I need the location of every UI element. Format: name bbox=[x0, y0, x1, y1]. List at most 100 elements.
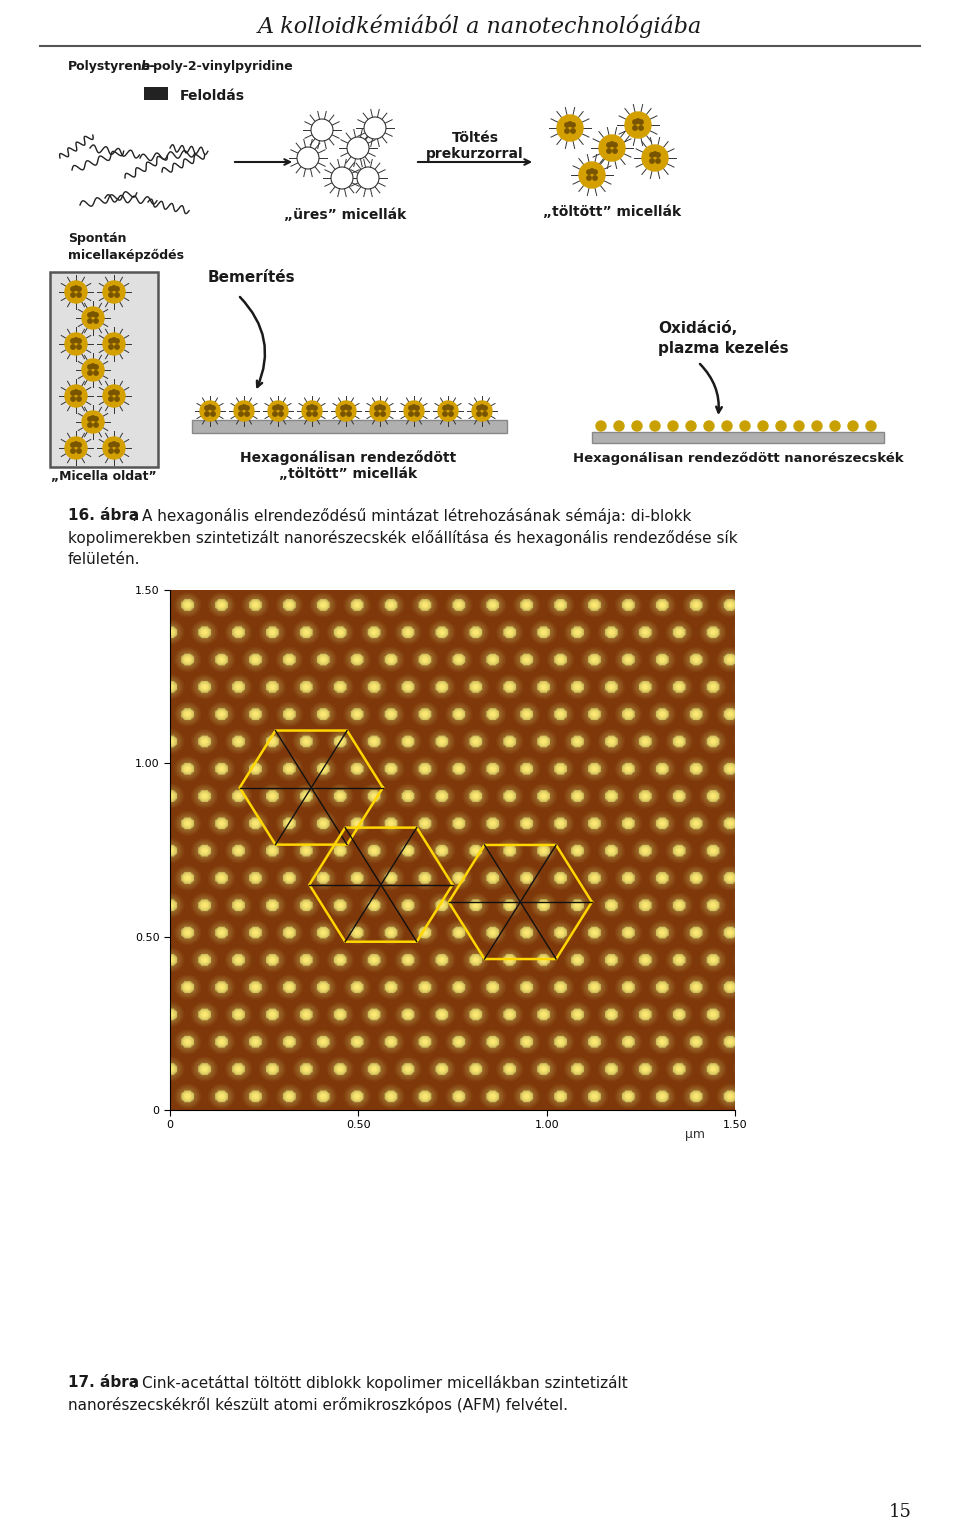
Circle shape bbox=[587, 176, 591, 181]
Circle shape bbox=[71, 338, 75, 343]
Circle shape bbox=[313, 405, 317, 410]
Circle shape bbox=[74, 442, 78, 447]
FancyBboxPatch shape bbox=[144, 87, 168, 99]
Circle shape bbox=[82, 308, 104, 329]
Circle shape bbox=[438, 401, 458, 421]
Circle shape bbox=[307, 405, 311, 410]
Circle shape bbox=[115, 338, 119, 343]
Circle shape bbox=[115, 286, 119, 291]
Circle shape bbox=[94, 422, 98, 427]
Circle shape bbox=[449, 405, 453, 410]
Circle shape bbox=[77, 286, 82, 291]
Circle shape bbox=[242, 405, 246, 409]
Circle shape bbox=[77, 344, 82, 349]
Circle shape bbox=[297, 147, 319, 168]
Circle shape bbox=[830, 421, 840, 431]
Circle shape bbox=[357, 167, 379, 190]
Circle shape bbox=[65, 334, 87, 355]
Circle shape bbox=[91, 312, 95, 317]
Circle shape bbox=[614, 421, 624, 431]
Circle shape bbox=[610, 142, 614, 147]
Text: : Cink-acetáttal töltött diblokk kopolimer micellákban szintetizált: : Cink-acetáttal töltött diblokk kopolim… bbox=[132, 1375, 628, 1391]
Text: Spontán
micellaкépződés: Spontán micellaкépződés bbox=[68, 233, 184, 262]
Circle shape bbox=[87, 422, 92, 427]
Circle shape bbox=[245, 412, 250, 416]
Circle shape bbox=[204, 412, 209, 416]
Circle shape bbox=[200, 401, 220, 421]
Circle shape bbox=[612, 148, 617, 153]
Text: kopolimerekben szintetizált nanorészecskék előállítása és hexagonális rendeződés: kopolimerekben szintetizált nanorészecsk… bbox=[68, 529, 737, 546]
Circle shape bbox=[103, 438, 125, 459]
Circle shape bbox=[94, 312, 98, 317]
Circle shape bbox=[607, 148, 612, 153]
Circle shape bbox=[341, 412, 346, 416]
Circle shape bbox=[111, 338, 116, 343]
Circle shape bbox=[653, 151, 658, 156]
Circle shape bbox=[87, 364, 92, 369]
Circle shape bbox=[77, 396, 82, 401]
Circle shape bbox=[650, 421, 660, 431]
Circle shape bbox=[111, 286, 116, 291]
Circle shape bbox=[87, 416, 92, 421]
Circle shape bbox=[273, 405, 277, 410]
Circle shape bbox=[378, 405, 382, 409]
Circle shape bbox=[108, 448, 113, 453]
Circle shape bbox=[567, 122, 572, 125]
Circle shape bbox=[239, 412, 243, 416]
Circle shape bbox=[443, 412, 447, 416]
Circle shape bbox=[74, 390, 78, 395]
Circle shape bbox=[592, 176, 597, 181]
Circle shape bbox=[108, 344, 113, 349]
Circle shape bbox=[115, 292, 119, 297]
Circle shape bbox=[374, 405, 379, 410]
Circle shape bbox=[77, 448, 82, 453]
Circle shape bbox=[211, 412, 215, 416]
Circle shape bbox=[370, 401, 390, 421]
Circle shape bbox=[638, 119, 643, 124]
Circle shape bbox=[74, 338, 78, 343]
Text: μm: μm bbox=[685, 1128, 706, 1141]
Circle shape bbox=[91, 416, 95, 421]
Circle shape bbox=[278, 412, 283, 416]
Circle shape bbox=[103, 282, 125, 303]
Text: Polystyrene-: Polystyrene- bbox=[68, 60, 156, 72]
Circle shape bbox=[273, 412, 277, 416]
Circle shape bbox=[632, 421, 642, 431]
Text: Töltés: Töltés bbox=[451, 132, 498, 145]
Circle shape bbox=[381, 405, 385, 410]
Circle shape bbox=[656, 153, 660, 158]
Circle shape bbox=[596, 421, 606, 431]
Circle shape bbox=[268, 401, 288, 421]
Circle shape bbox=[571, 122, 575, 127]
Circle shape bbox=[103, 386, 125, 407]
Circle shape bbox=[374, 412, 379, 416]
Circle shape bbox=[668, 421, 678, 431]
FancyBboxPatch shape bbox=[192, 421, 507, 433]
Circle shape bbox=[612, 142, 617, 147]
Circle shape bbox=[204, 405, 209, 410]
Circle shape bbox=[381, 412, 385, 416]
Circle shape bbox=[477, 412, 481, 416]
Circle shape bbox=[409, 412, 413, 416]
Circle shape bbox=[704, 421, 714, 431]
Text: Hexagonálisan rendeződött: Hexagonálisan rendeződött bbox=[240, 450, 456, 465]
Text: Bemerítés: Bemerítés bbox=[208, 269, 296, 285]
Circle shape bbox=[331, 167, 353, 190]
Circle shape bbox=[211, 405, 215, 410]
Circle shape bbox=[638, 125, 643, 130]
Circle shape bbox=[74, 286, 78, 291]
Circle shape bbox=[722, 421, 732, 431]
Circle shape bbox=[347, 405, 351, 410]
Circle shape bbox=[480, 405, 484, 409]
Circle shape bbox=[115, 448, 119, 453]
Circle shape bbox=[71, 286, 75, 291]
Circle shape bbox=[557, 115, 583, 141]
Circle shape bbox=[633, 119, 637, 124]
Circle shape bbox=[276, 405, 280, 409]
Circle shape bbox=[579, 162, 605, 188]
Circle shape bbox=[94, 416, 98, 421]
Circle shape bbox=[234, 401, 254, 421]
Circle shape bbox=[94, 318, 98, 323]
Circle shape bbox=[108, 338, 113, 343]
Circle shape bbox=[71, 390, 75, 395]
